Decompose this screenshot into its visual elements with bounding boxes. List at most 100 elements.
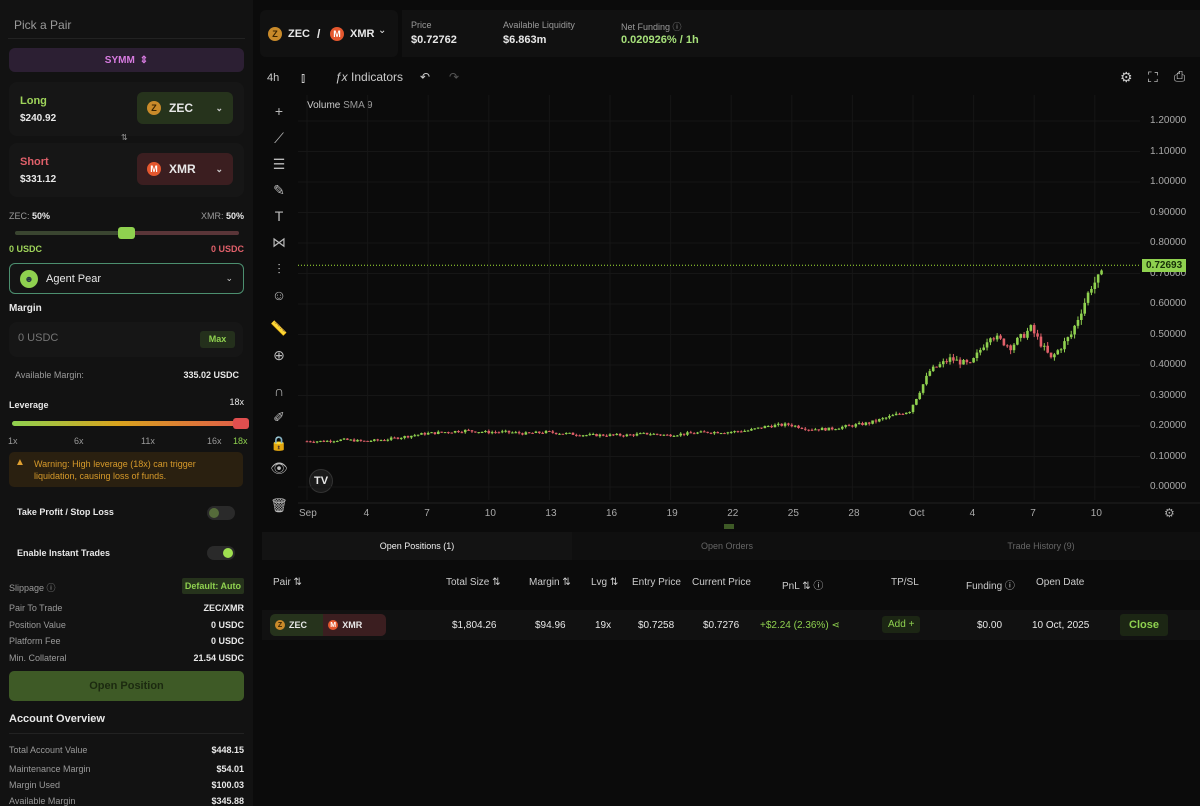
candle-body bbox=[376, 439, 379, 441]
candle-body bbox=[447, 432, 450, 434]
price-tick: 0.60000 bbox=[1150, 298, 1187, 309]
candle-body bbox=[511, 432, 514, 434]
leverage-tick[interactable]: 1x bbox=[8, 436, 18, 446]
chevron-down-icon: ⌄ bbox=[215, 163, 223, 174]
current-price-label: 0.72693 bbox=[1142, 259, 1187, 272]
max-button[interactable]: Max bbox=[200, 331, 235, 348]
candle-body bbox=[470, 430, 474, 432]
emoji-icon[interactable]: ☺ bbox=[271, 287, 287, 303]
candle-body bbox=[383, 440, 386, 442]
candle-body bbox=[618, 433, 622, 436]
crosshair-icon[interactable]: + bbox=[274, 103, 284, 119]
tab-trade-history[interactable]: Trade History (9) bbox=[1007, 541, 1075, 551]
candle-body bbox=[500, 431, 504, 433]
add-tpsl-button[interactable]: Add + bbox=[882, 616, 921, 633]
leverage-tick[interactable]: 6x bbox=[74, 436, 84, 446]
tradingview-logo[interactable]: TV bbox=[309, 469, 333, 493]
leverage-tick[interactable]: 16x bbox=[207, 436, 222, 446]
time-tick: 22 bbox=[727, 508, 739, 519]
close-position-button[interactable]: Close bbox=[1120, 614, 1168, 636]
price-chart[interactable] bbox=[298, 95, 1200, 525]
long-token-select[interactable]: Z ZEC ⌄ bbox=[137, 92, 233, 124]
open-position-button[interactable]: Open Position bbox=[9, 671, 244, 701]
column-header[interactable]: PnL ⇅ ⓘ bbox=[782, 581, 824, 592]
camera-icon[interactable]: ⎙ bbox=[1174, 68, 1186, 84]
trendline-icon[interactable]: ⟋ bbox=[274, 130, 284, 146]
candle-body bbox=[669, 434, 672, 437]
candle-body bbox=[736, 431, 740, 433]
position-pair[interactable]: Z ZEC M XMR bbox=[270, 614, 386, 636]
price-tick: 1.10000 bbox=[1150, 145, 1187, 157]
candle-body bbox=[373, 439, 376, 441]
leverage-tick[interactable]: 11x bbox=[141, 436, 155, 446]
trash-icon[interactable]: 🗑 bbox=[270, 497, 288, 513]
candle-body bbox=[1056, 350, 1060, 355]
candle-type-icon[interactable]: ⫾ bbox=[301, 70, 306, 85]
xmr-icon: M bbox=[330, 27, 344, 41]
candle-body bbox=[571, 432, 575, 435]
column-header[interactable]: Total Size ⇅ bbox=[446, 577, 501, 588]
margin-label: Margin bbox=[9, 303, 42, 314]
candle-body bbox=[635, 433, 639, 436]
summary-value: 0 USDC bbox=[210, 636, 244, 646]
column-header[interactable]: Pair ⇅ bbox=[273, 577, 302, 588]
interval-button[interactable]: 4h bbox=[267, 72, 280, 84]
candle-body bbox=[972, 358, 975, 363]
candle-body bbox=[709, 432, 713, 434]
zoom-in-icon[interactable]: ⊕ bbox=[273, 347, 285, 363]
redo-icon[interactable]: ↷ bbox=[449, 70, 460, 84]
candle-body bbox=[851, 425, 854, 427]
margin-input[interactable] bbox=[18, 332, 168, 344]
time-tick: Sep bbox=[299, 508, 317, 519]
candle-body bbox=[867, 422, 871, 424]
pair-separator: / bbox=[317, 27, 321, 41]
price-tick: 0.40000 bbox=[1150, 359, 1187, 370]
time-tick: 4 bbox=[969, 508, 976, 519]
cell-funding: $0.00 bbox=[977, 620, 1003, 631]
candle-body bbox=[1090, 288, 1093, 293]
column-header[interactable]: Margin ⇅ bbox=[529, 577, 571, 588]
fullscreen-icon[interactable]: ⛶ bbox=[1148, 69, 1158, 85]
agent-select[interactable]: ☻ Agent Pear ⌄ bbox=[9, 263, 244, 294]
candle-body bbox=[588, 434, 592, 436]
instant-trades-toggle[interactable] bbox=[207, 546, 235, 560]
pattern-icon[interactable]: ⋈ bbox=[272, 234, 286, 250]
funding-label: Net Funding ⓘ bbox=[621, 22, 682, 32]
candle-body bbox=[665, 434, 669, 436]
panel-resize-handle[interactable] bbox=[724, 524, 734, 529]
exchange-selector[interactable]: SYMM ⇕ bbox=[9, 48, 244, 72]
undo-icon[interactable]: ↶ bbox=[420, 70, 431, 84]
ruler-icon[interactable]: 📏 bbox=[270, 320, 288, 336]
tpsl-toggle[interactable] bbox=[207, 506, 235, 520]
account-label: Margin Used bbox=[9, 780, 61, 790]
candle-body bbox=[356, 439, 359, 442]
magnet-icon[interactable]: ∩ bbox=[273, 383, 285, 399]
tab-open-positions[interactable]: Open Positions (1) bbox=[262, 532, 572, 560]
warning-icon: ▲ bbox=[15, 457, 25, 468]
brush-icon[interactable]: ✎ bbox=[273, 182, 285, 198]
tab-open-orders[interactable]: Open Orders bbox=[700, 541, 754, 551]
pair-selector[interactable]: Z ZEC / M XMR ⌄ bbox=[260, 10, 398, 57]
leverage-slider-handle[interactable] bbox=[233, 418, 249, 429]
chart-settings-icon[interactable]: ⚙ bbox=[1164, 506, 1175, 520]
leverage-slider[interactable] bbox=[12, 421, 248, 426]
leverage-tick[interactable]: 18x bbox=[233, 436, 248, 446]
candle-body bbox=[349, 439, 353, 441]
short-token-select[interactable]: M XMR ⌄ bbox=[137, 153, 233, 185]
column-header[interactable]: Lvg ⇅ bbox=[591, 577, 619, 588]
lock-icon[interactable]: 🔒 bbox=[270, 435, 288, 451]
swap-icon[interactable]: ⇅ bbox=[121, 133, 128, 142]
text-icon[interactable]: T bbox=[274, 208, 284, 224]
indicators-button[interactable]: ƒx Indicators bbox=[335, 70, 404, 84]
candle-body bbox=[1069, 334, 1073, 338]
candle-body bbox=[760, 427, 763, 429]
prediction-icon[interactable]: ⫶ bbox=[277, 261, 281, 277]
share-icon[interactable]: ⋖ bbox=[831, 620, 840, 631]
fib-icon[interactable]: ☰ bbox=[272, 156, 286, 172]
eye-icon[interactable]: 👁 bbox=[270, 460, 288, 476]
ratio-slider-handle[interactable] bbox=[118, 227, 135, 239]
candle-body bbox=[406, 436, 410, 438]
settings-icon[interactable]: ⚙ bbox=[1120, 69, 1133, 85]
slippage-button[interactable]: Default: Auto bbox=[181, 578, 244, 594]
lock-drawing-icon[interactable]: ✐ bbox=[273, 409, 285, 425]
